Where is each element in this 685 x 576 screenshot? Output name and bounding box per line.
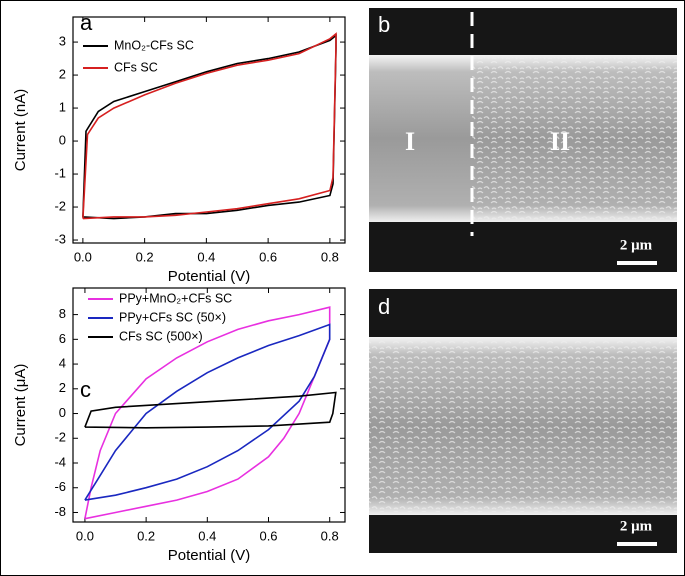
cv-curve [84,323,331,501]
y-tick-label: 3 [59,34,66,49]
plot-frame [72,16,346,244]
panel-label: b [378,12,390,37]
x-tick-label: 0.0 [74,249,92,264]
y-tick-label: -2 [54,198,66,213]
region-label: II [550,127,570,156]
y-tick-label: 0 [59,405,66,420]
legend-label: PPy+CFs SC (50×) [119,310,226,324]
scale-label: 2 μm [620,518,653,534]
x-axis-label: Potential (V) [168,268,251,285]
y-tick-label: 4 [59,355,66,370]
legend-label: PPy+MnO₂+CFs SC [119,291,232,305]
cv-curve [84,391,337,429]
plot-frame [72,287,346,523]
cv-curve [84,306,331,520]
scale-bar [617,261,657,265]
y-tick-label: 2 [59,67,66,82]
cv-curve [82,32,337,220]
legend-label: MnO₂-CFs SC [114,38,194,52]
x-tick-label: 0.4 [197,249,215,264]
y-tick-label: 2 [59,380,66,395]
x-tick-label: 0.2 [137,528,155,543]
x-tick-label: 0.0 [76,528,94,543]
panel-label: d [378,294,390,319]
legend-label: CFs SC (500×) [119,329,203,343]
x-axis-label: Potential (V) [168,547,251,564]
y-tick-label: -8 [54,504,66,519]
y-axis-label: Current (μA) [12,364,29,447]
x-tick-label: 0.2 [136,249,154,264]
legend-label: CFs SC [114,60,158,74]
scale-bar [617,542,657,546]
fiber-texture [472,55,677,222]
y-axis-label: Current (nA) [12,89,29,172]
y-tick-label: 8 [59,306,66,321]
scale-label: 2 μm [620,237,653,253]
x-tick-label: 0.6 [259,528,277,543]
fiber-texture [369,340,677,512]
y-tick-label: -3 [54,231,66,246]
y-tick-label: 1 [59,99,66,114]
x-tick-label: 0.8 [321,249,339,264]
x-tick-label: 0.8 [321,528,339,543]
x-tick-label: 0.4 [198,528,216,543]
y-tick-label: -1 [54,165,66,180]
y-tick-label: -4 [54,454,66,469]
panel-label: c [80,377,91,402]
y-tick-label: -6 [54,479,66,494]
region-label: I [405,127,415,156]
y-tick-label: 6 [59,331,66,346]
x-tick-label: 0.6 [259,249,277,264]
sem-b: b I II 2 μm [369,8,677,272]
y-tick-label: -2 [54,430,66,445]
sem-d: d 2 μm [369,289,677,553]
y-tick-label: 0 [59,132,66,147]
panel-label: a [80,10,93,35]
